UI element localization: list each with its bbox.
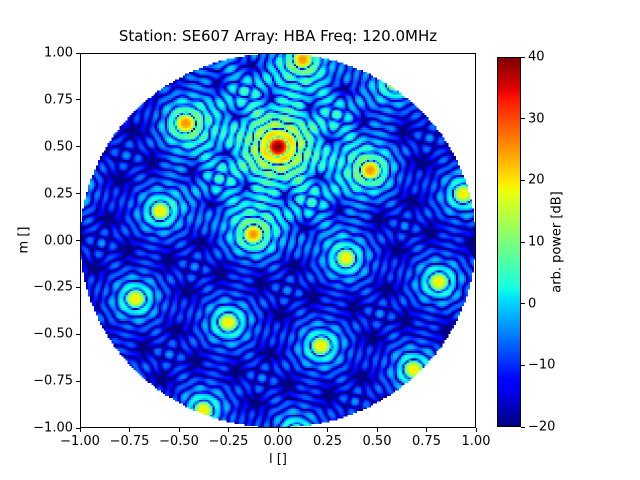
colorbar-tick-label: 20 bbox=[528, 172, 545, 188]
y-tick-label: 1.00 bbox=[44, 45, 73, 61]
x-tick-label: −0.75 bbox=[109, 434, 150, 449]
x-tick-mark bbox=[327, 428, 328, 432]
colorbar-tick-label: 40 bbox=[528, 49, 545, 65]
x-tick-mark bbox=[178, 428, 180, 432]
y-tick-mark bbox=[76, 333, 80, 335]
y-tick-mark bbox=[76, 52, 80, 54]
y-tick-label: 0.00 bbox=[44, 233, 73, 248]
colorbar-tick-mark bbox=[521, 241, 525, 243]
x-tick-label: 0.75 bbox=[412, 434, 441, 449]
y-tick-mark bbox=[76, 193, 80, 195]
colorbar-gradient bbox=[497, 57, 521, 427]
plot-title: Station: SE607 Array: HBA Freq: 120.0MHz bbox=[118, 27, 438, 45]
x-tick-label: −0.25 bbox=[208, 434, 249, 449]
x-tick-label: 1.00 bbox=[461, 434, 491, 449]
y-tick-label: 0.50 bbox=[44, 139, 73, 155]
y-tick-mark bbox=[76, 427, 80, 429]
y-tick-label: −0.50 bbox=[33, 326, 73, 342]
colorbar-tick-mark bbox=[521, 56, 525, 58]
x-tick-label: 0.50 bbox=[362, 434, 392, 449]
y-tick-label: −1.00 bbox=[33, 420, 73, 436]
colorbar-tick-label: −20 bbox=[528, 419, 556, 435]
colorbar-tick-label: 30 bbox=[528, 111, 545, 127]
colorbar-tick-mark bbox=[521, 118, 525, 120]
x-axis-label: l [] bbox=[269, 452, 287, 467]
y-tick-label: −0.25 bbox=[33, 279, 73, 295]
colorbar-tick-mark bbox=[521, 179, 525, 181]
y-tick-label: 0.75 bbox=[44, 92, 73, 108]
x-tick-label: 0.25 bbox=[313, 434, 342, 449]
colorbar-tick-label: −10 bbox=[528, 357, 556, 373]
colorbar-tick-mark bbox=[521, 426, 525, 428]
x-tick-mark bbox=[228, 428, 229, 432]
sky-image bbox=[80, 53, 476, 428]
x-tick-mark bbox=[475, 428, 477, 432]
y-tick-mark bbox=[76, 286, 80, 288]
x-tick-label: −1.00 bbox=[60, 434, 100, 449]
x-tick-label: −0.50 bbox=[159, 434, 199, 449]
y-axis-label: m [] bbox=[16, 226, 32, 254]
y-tick-label: 0.25 bbox=[44, 186, 73, 202]
colorbar-tick-mark bbox=[521, 364, 525, 366]
colorbar-tick-label: 0 bbox=[528, 296, 537, 312]
y-tick-mark bbox=[76, 99, 80, 101]
y-tick-mark bbox=[76, 240, 80, 241]
colorbar-label: arb. power [dB] bbox=[549, 191, 565, 293]
y-tick-mark bbox=[76, 380, 80, 382]
x-tick-mark bbox=[277, 428, 279, 432]
x-tick-mark bbox=[129, 428, 130, 432]
colorbar-tick-label: 10 bbox=[528, 234, 545, 250]
x-tick-mark bbox=[426, 428, 427, 432]
y-tick-mark bbox=[76, 146, 80, 148]
x-tick-label: 0.00 bbox=[263, 434, 293, 449]
y-tick-label: −0.75 bbox=[33, 373, 73, 389]
x-tick-mark bbox=[79, 428, 81, 432]
x-tick-mark bbox=[376, 428, 378, 432]
colorbar-tick-mark bbox=[521, 303, 525, 305]
